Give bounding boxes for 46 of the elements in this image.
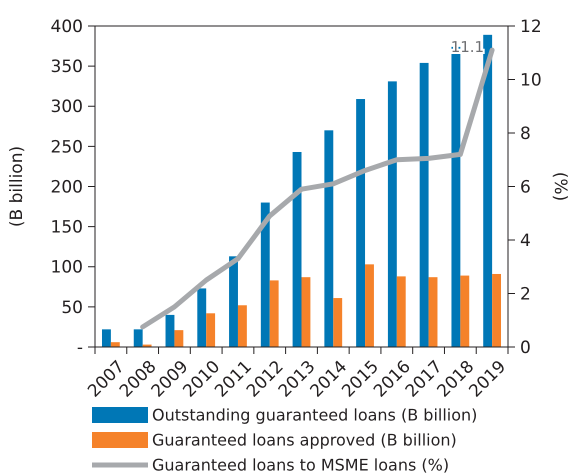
bar (229, 256, 238, 347)
bar (460, 276, 470, 347)
y2-tick-label: 12 (520, 16, 542, 37)
bar (260, 202, 270, 347)
y-tick-label: 150 (50, 218, 83, 238)
legend-label: Outstanding guaranteed loans (B billion) (152, 406, 478, 425)
bar (197, 288, 206, 347)
y2-tick-label: 0 (520, 338, 531, 358)
y2-tick-label: 6 (520, 177, 531, 198)
bar (174, 330, 184, 347)
y-tick-label: 350 (50, 57, 83, 78)
y-tick-label: 100 (50, 258, 83, 278)
bar (302, 277, 310, 347)
bar (396, 276, 406, 347)
bar (356, 99, 366, 347)
bar (270, 280, 279, 347)
bar (365, 264, 374, 347)
bar (166, 314, 174, 347)
bar (102, 329, 111, 347)
y2-tick-label: 2 (520, 284, 531, 304)
bar (324, 130, 334, 347)
bar (420, 62, 429, 347)
bar (238, 305, 247, 347)
bar (134, 329, 143, 347)
bar (110, 342, 120, 347)
bar (428, 277, 438, 347)
bar (292, 152, 302, 347)
bar (333, 298, 342, 347)
y2-tick-label: 8 (520, 124, 531, 144)
y2-tick-label: 10 (520, 70, 542, 90)
bar (483, 34, 492, 347)
legend-label: Guaranteed loans to MSME loans (%) (152, 456, 450, 475)
y-axis-title: (B billion) (7, 146, 27, 228)
bar (206, 313, 216, 347)
y-tick-label: 400 (50, 16, 83, 37)
y-tick-label: 50 (61, 298, 83, 318)
y-tick-label: - (76, 338, 83, 358)
y-tick-label: 250 (50, 137, 83, 158)
y2-axis-title: (%) (550, 172, 570, 202)
bar (492, 274, 502, 347)
legend-label: Guaranteed loans approved (B billion) (152, 430, 457, 450)
data-label: 11.1 (450, 38, 484, 56)
y-tick-label: 300 (50, 97, 83, 118)
bar (388, 81, 397, 347)
y2-tick-label: 4 (520, 230, 531, 251)
y-tick-label: 200 (50, 177, 83, 198)
